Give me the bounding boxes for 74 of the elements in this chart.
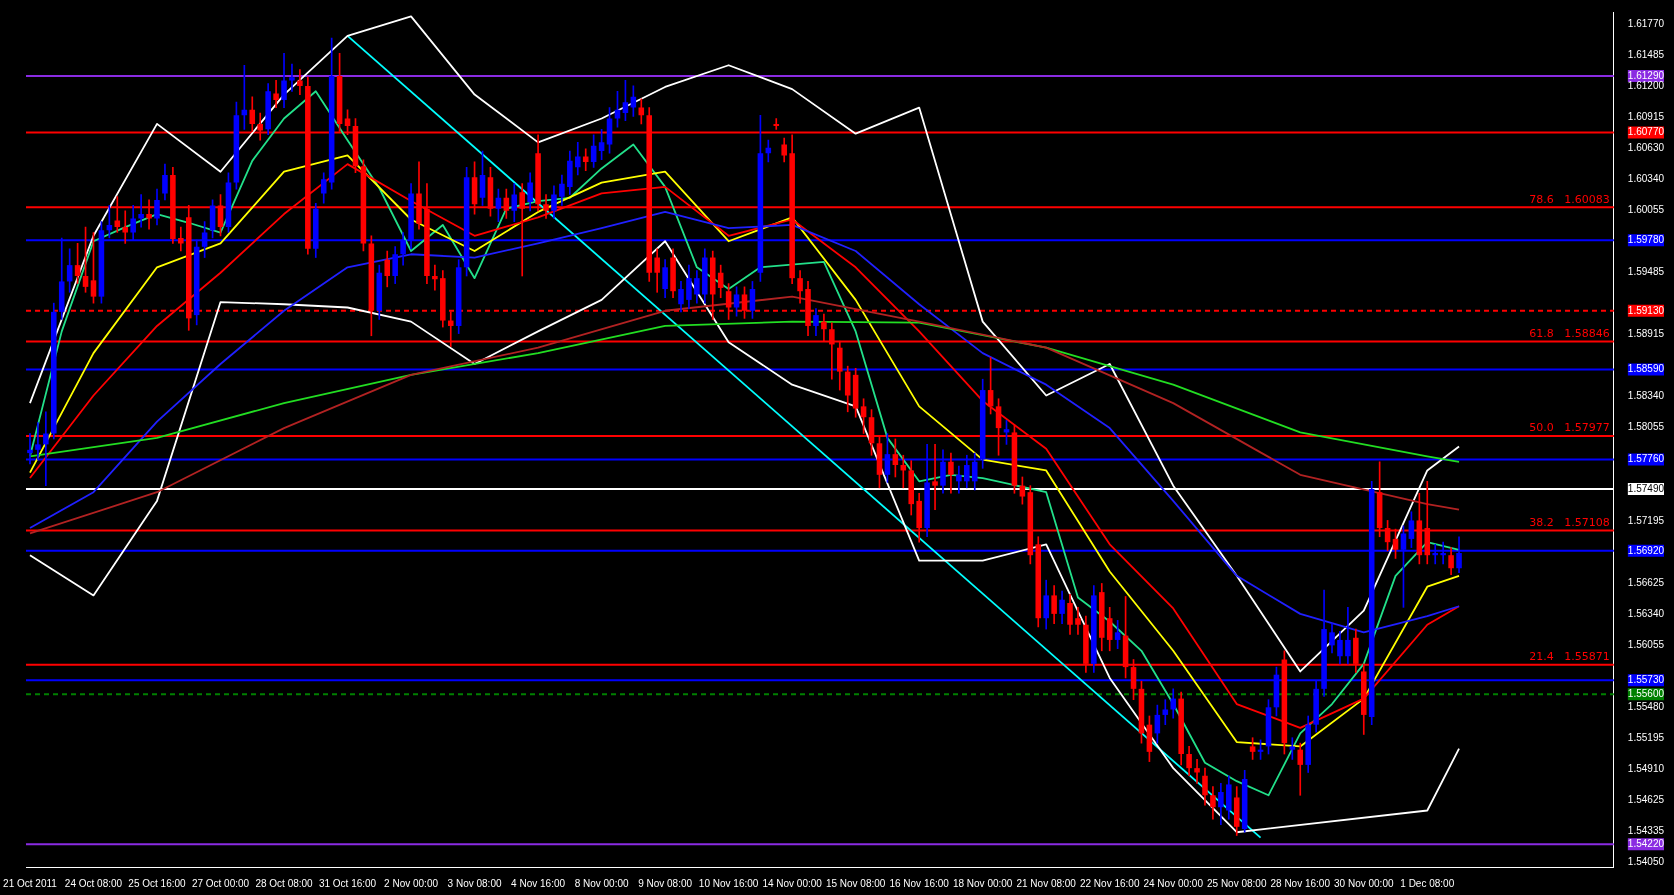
y-tick-label: 1.59780: [1627, 233, 1665, 245]
y-tick-label: 1.61485: [1627, 48, 1665, 60]
y-tick-label: 1.58340: [1627, 390, 1665, 402]
candlestick: [122, 210, 129, 244]
y-tick-label: 1.58055: [1627, 421, 1665, 433]
y-tick-label: 1.57760: [1627, 453, 1665, 465]
x-tick-label: 21 Nov 08:00: [1016, 877, 1077, 889]
y-tick-label: 1.54050: [1627, 856, 1665, 868]
y-tick-label: 1.54910: [1627, 762, 1665, 774]
candlestick: [1289, 737, 1296, 760]
candlestick: [138, 194, 144, 228]
candlestick: [956, 465, 962, 494]
candlestick: [432, 264, 438, 291]
y-tick-label: 1.60770: [1627, 126, 1665, 138]
y-tick-label: 1.58915: [1627, 327, 1665, 339]
x-tick-label: 4 Nov 16:00: [511, 877, 566, 889]
candlestick: [773, 118, 780, 130]
x-tick-label: 8 Nov 00:00: [574, 877, 629, 889]
y-tick-label: 1.57490: [1627, 482, 1665, 494]
x-tick-label: 25 Nov 08:00: [1206, 877, 1267, 889]
candlestick: [297, 69, 303, 95]
y-tick-label: 1.56055: [1627, 638, 1665, 650]
ref-line-label: 78.6 1.60083: [1529, 192, 1610, 206]
x-tick-label: 9 Nov 08:00: [638, 877, 693, 889]
y-tick-label: 1.60055: [1627, 204, 1665, 216]
x-tick-label: 2 Nov 00:00: [384, 877, 439, 889]
x-tick-label: 25 Oct 16:00: [128, 877, 187, 889]
y-tick-label: 1.54335: [1627, 825, 1665, 837]
x-tick-label: 28 Nov 16:00: [1270, 877, 1331, 889]
x-tick-label: 28 Oct 08:00: [255, 877, 314, 889]
y-tick-label: 1.54625: [1627, 793, 1665, 805]
ref-line-label: 61.8 1.58846: [1529, 326, 1610, 340]
x-tick-label: 31 Oct 16:00: [318, 877, 377, 889]
y-tick-label: 1.58590: [1627, 363, 1665, 375]
x-tick-label: 14 Nov 00:00: [762, 877, 823, 889]
candlestick: [1194, 759, 1200, 784]
x-tick-label: 30 Nov 00:00: [1334, 877, 1394, 889]
y-tick-label: 1.56920: [1627, 544, 1665, 556]
y-tick-label: 1.55600: [1627, 688, 1665, 700]
y-tick-label: 1.54220: [1627, 837, 1665, 849]
x-tick-label: 1 Dec 08:00: [1400, 877, 1455, 889]
y-tick-label: 1.59485: [1627, 265, 1665, 277]
candlestick: [289, 63, 295, 92]
x-tick-label: 16 Nov 16:00: [889, 877, 950, 889]
ref-line-label: 50.0 1.57977: [1529, 421, 1610, 435]
candlestick: [178, 226, 184, 252]
y-tick-label: 1.55195: [1627, 732, 1665, 744]
x-tick-label: 22 Nov 16:00: [1079, 877, 1140, 889]
candlestick: [273, 80, 279, 108]
y-tick-label: 1.56340: [1627, 607, 1665, 619]
y-tick-label: 1.56625: [1627, 576, 1665, 588]
x-tick-label: 3 Nov 08:00: [447, 877, 502, 889]
y-tick-label: 1.59130: [1627, 304, 1665, 316]
x-tick-label: 10 Nov 16:00: [698, 877, 759, 889]
x-tick-label: 15 Nov 08:00: [825, 877, 886, 889]
candlestick: [1075, 607, 1081, 635]
ref-line-label: 38.2 1.57108: [1529, 515, 1610, 529]
y-tick-label: 1.61770: [1627, 17, 1665, 29]
y-tick-label: 1.61200: [1627, 79, 1665, 91]
x-tick-label: 24 Oct 08:00: [64, 877, 123, 889]
y-tick-label: 1.60340: [1627, 173, 1665, 185]
ref-line-label: 21.4 1.55871: [1529, 650, 1610, 664]
y-tick-label: 1.57195: [1627, 514, 1665, 526]
candlestick: [932, 444, 938, 510]
y-tick-label: 1.55730: [1627, 673, 1665, 685]
y-tick-label: 1.55480: [1627, 701, 1665, 713]
x-tick-label: 18 Nov 00:00: [952, 877, 1013, 889]
x-tick-label: 24 Nov 00:00: [1143, 877, 1204, 889]
y-tick-label: 1.61290: [1627, 69, 1665, 81]
candlestick: [1162, 699, 1169, 726]
y-tick-label: 1.60630: [1627, 141, 1665, 153]
x-tick-label: 21 Oct 2011: [3, 877, 58, 889]
y-tick-label: 1.60915: [1627, 110, 1665, 122]
x-tick-label: 27 Oct 00:00: [191, 877, 250, 889]
